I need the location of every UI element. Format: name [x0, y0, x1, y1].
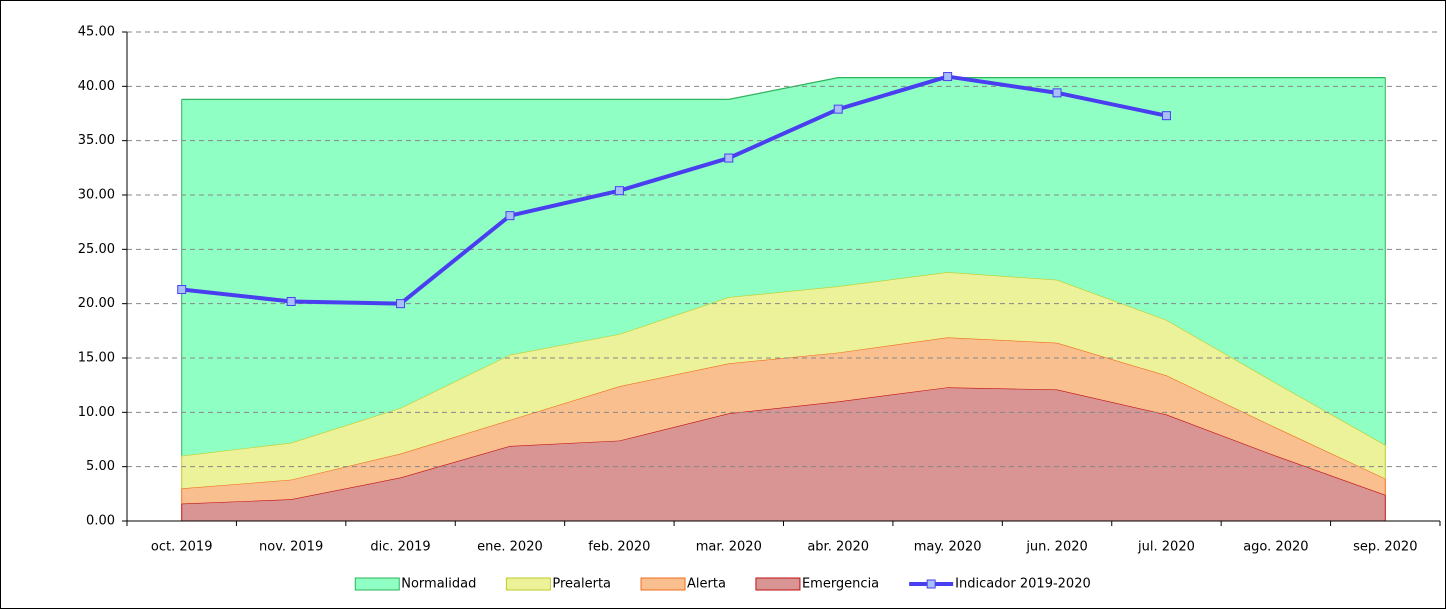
legend-label: Indicador 2019-2020: [955, 577, 1091, 592]
x-tick-label: mar. 2020: [696, 540, 762, 555]
marker: [1161, 111, 1171, 121]
marker: [614, 186, 624, 196]
x-tick-label: ago. 2020: [1243, 540, 1308, 555]
marker: [943, 72, 953, 82]
y-tick-label: 25.00: [78, 242, 115, 257]
y-tick-label: 45.00: [78, 25, 115, 40]
area: [181, 387, 1386, 521]
x-tick-label: jun. 2020: [1025, 540, 1087, 555]
x-tick-label: feb. 2020: [588, 540, 650, 555]
y-tick-label: 20.00: [78, 296, 115, 311]
marker: [1052, 88, 1062, 98]
y-tick-label: 40.00: [78, 79, 115, 94]
marker: [396, 299, 406, 309]
legend-swatch: [640, 577, 686, 591]
y-tick-label: 35.00: [78, 133, 115, 148]
y-tick-label: 15.00: [78, 351, 115, 366]
legend-label: Alerta: [687, 577, 726, 592]
x-tick-label: sep. 2020: [1353, 540, 1417, 555]
legend-swatch: [354, 577, 400, 591]
legend-label: Prealerta: [552, 577, 611, 592]
y-tick-label: 10.00: [78, 405, 115, 420]
line: [181, 74, 1167, 306]
x-tick-label: jul. 2020: [1137, 540, 1195, 555]
x-tick-label: abr. 2020: [807, 540, 869, 555]
y-tick-label: 0.00: [86, 514, 115, 529]
x-tick-label: dic. 2019: [370, 540, 430, 555]
marker: [505, 211, 515, 221]
marker: [286, 296, 296, 306]
marker: [833, 104, 843, 114]
x-tick-label: oct. 2019: [151, 540, 213, 555]
legend-label: Emergencia: [802, 577, 879, 592]
area: [181, 337, 1386, 504]
legend-swatch: [755, 577, 801, 591]
area: [181, 77, 1386, 456]
marker: [724, 153, 734, 163]
x-tick-label: may. 2020: [914, 540, 982, 555]
x-tick-label: nov. 2019: [259, 540, 323, 555]
legend-swatch: [505, 577, 551, 591]
x-tick-label: ene. 2020: [477, 540, 543, 555]
y-tick-label: 30.00: [78, 188, 115, 203]
y-tick-label: 5.00: [86, 459, 115, 474]
legend-label: Normalidad: [401, 577, 476, 592]
legend-swatch: [926, 579, 936, 589]
area: [181, 272, 1386, 489]
marker: [177, 285, 187, 295]
area-edge: [181, 77, 1386, 100]
